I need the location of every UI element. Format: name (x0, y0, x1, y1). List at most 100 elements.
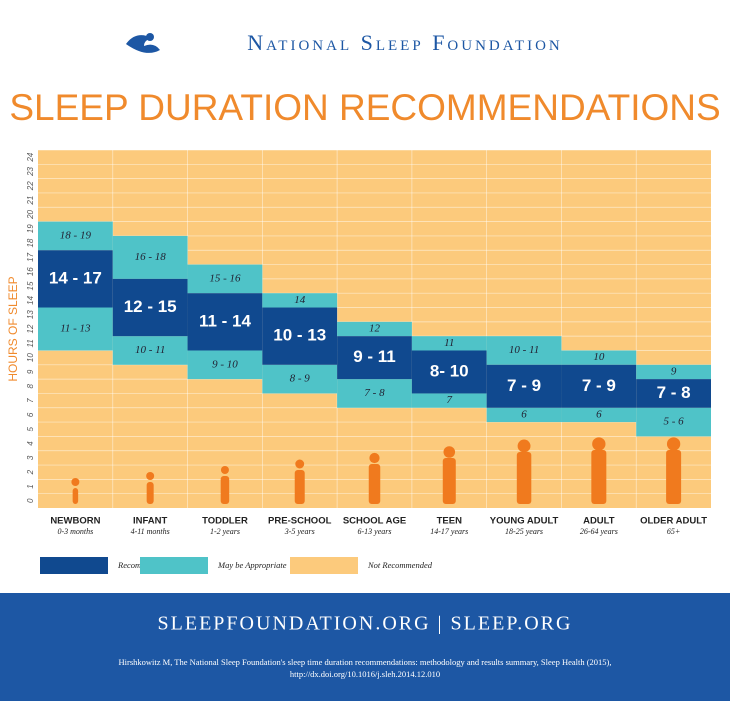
logo (126, 33, 160, 53)
silhouette (220, 476, 230, 504)
value-label: 10 - 11 (509, 344, 539, 356)
category-sublabel: 18-25 years (505, 527, 543, 536)
silhouette (369, 452, 380, 464)
y-tick-label: 5 (26, 426, 35, 431)
y-tick-label: 7 (26, 398, 35, 403)
silhouette (516, 452, 532, 504)
appropriate-bar (262, 364, 338, 394)
appropriate-bar (337, 321, 412, 337)
value-label: 5 - 6 (664, 416, 685, 428)
silhouette (591, 450, 607, 504)
silhouette (666, 437, 681, 451)
silhouette (146, 472, 155, 480)
category-label: YOUNG ADULT (490, 516, 559, 527)
y-tick-label: 4 (26, 441, 35, 446)
category-sublabel: 14-17 years (430, 527, 468, 536)
value-label: 8- 10 (430, 361, 469, 380)
citation: Hirshkowitz M, The National Sleep Founda… (118, 657, 611, 667)
recommended-bar (262, 307, 338, 365)
category-sublabel: 0-3 months (57, 527, 93, 536)
value-label: 10 - 13 (273, 326, 326, 345)
value-label: 15 - 16 (209, 272, 241, 284)
y-tick-label: 6 (26, 412, 35, 417)
appropriate-bar (561, 350, 637, 365)
category-sublabel: 3-5 years (284, 527, 315, 536)
category-sublabel: 4-11 months (131, 527, 170, 536)
value-label: 10 (593, 351, 605, 363)
y-tick-label: 17 (26, 252, 35, 261)
y-tick-label: 16 (26, 267, 35, 276)
chart-title: SLEEP DURATION RECOMMENDATIONS (9, 87, 720, 128)
recommended-bar (337, 336, 412, 380)
silhouette (220, 466, 229, 474)
value-label: 7 (447, 394, 453, 406)
category-label: ADULT (583, 516, 615, 527)
y-tick-label: 12 (26, 324, 35, 333)
value-label: 11 (444, 337, 454, 349)
appropriate-bar (112, 235, 188, 279)
y-tick-label: 21 (26, 196, 35, 206)
y-tick-label: 2 (26, 469, 35, 475)
value-label: 7 - 9 (582, 376, 616, 395)
value-label: 7 - 9 (507, 376, 541, 395)
value-label: 14 (294, 294, 306, 306)
appropriate-bar (486, 336, 562, 365)
legend-swatch (140, 557, 208, 574)
y-tick-label: 9 (26, 369, 35, 374)
silhouette (71, 478, 80, 486)
y-tick-label: 19 (26, 224, 35, 233)
silhouette (442, 458, 456, 504)
y-tick-label: 24 (26, 152, 35, 162)
category-sublabel: 1-2 years (210, 527, 240, 536)
silhouette (443, 446, 456, 458)
y-tick-label: 1 (26, 484, 35, 488)
y-tick-label: 11 (26, 339, 35, 347)
appropriate-bar (411, 393, 487, 408)
y-tick-label: 18 (26, 238, 35, 247)
value-label: 9 - 10 (212, 358, 238, 370)
value-label: 10 - 11 (135, 344, 165, 356)
value-label: 8 - 9 (290, 373, 311, 385)
category-sublabel: 26-64 years (580, 527, 618, 536)
value-label: 11 - 13 (60, 323, 91, 335)
y-tick-label: 3 (26, 455, 35, 460)
silhouette (368, 464, 381, 504)
recommended-bar (187, 293, 263, 351)
appropriate-bar (636, 407, 711, 437)
footer-links: SLEEPFOUNDATION.ORG | SLEEP.ORG (158, 613, 573, 635)
footer-band (0, 593, 730, 701)
value-label: 7 - 8 (657, 383, 691, 402)
category-label: PRE-SCHOOL (268, 516, 332, 527)
value-label: 11 - 14 (199, 311, 252, 330)
category-label: OLDER ADULT (640, 516, 707, 527)
value-label: 6 (521, 408, 527, 420)
silhouette (592, 437, 606, 451)
recommended-bar (486, 364, 562, 408)
appropriate-bar (486, 407, 562, 423)
appropriate-bar (38, 221, 113, 251)
value-label: 14 - 17 (49, 268, 102, 287)
appropriate-bar (262, 293, 338, 308)
y-tick-label: 15 (26, 281, 35, 290)
legend-swatch (290, 557, 358, 574)
silhouette (666, 450, 682, 504)
silhouette (295, 459, 305, 469)
category-label: NEWBORN (50, 516, 100, 527)
appropriate-bar (38, 307, 113, 351)
legend-label: Not Recommended (367, 560, 433, 570)
y-axis-label: HOURS OF SLEEP (6, 276, 20, 381)
value-label: 12 - 15 (124, 297, 177, 316)
y-tick-label: 23 (26, 166, 35, 176)
silhouette (146, 482, 154, 504)
recommended-bar (411, 350, 487, 394)
value-label: 12 (369, 323, 381, 335)
y-tick-label: 8 (26, 384, 35, 389)
silhouette (517, 439, 531, 453)
value-label: 9 (671, 365, 677, 377)
appropriate-bar (187, 350, 263, 380)
value-label: 16 - 18 (135, 251, 167, 263)
y-tick-label: 14 (26, 295, 35, 304)
appropriate-bar (561, 407, 637, 423)
legend-swatch (40, 557, 108, 574)
